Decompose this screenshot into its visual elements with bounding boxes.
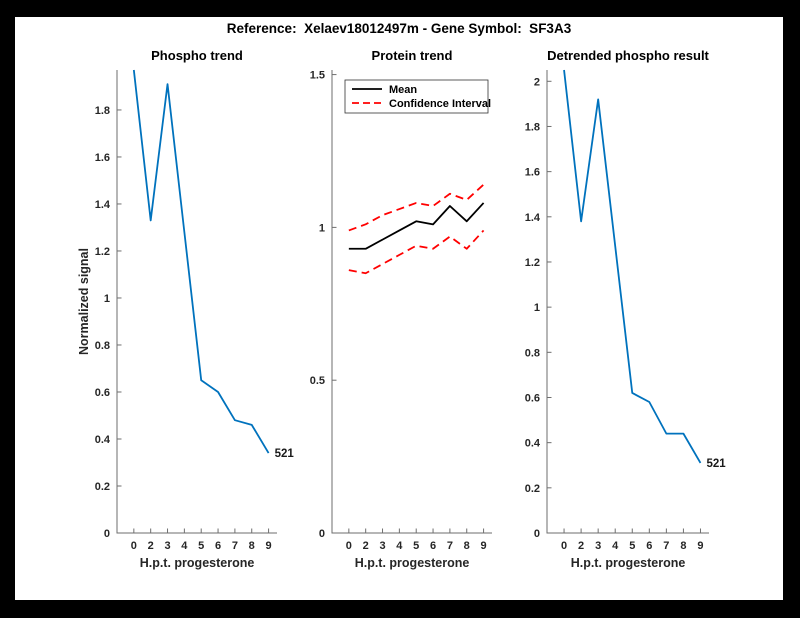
chart-title: Detrended phospho result [547, 48, 709, 63]
y-tick-label: 1 [534, 302, 540, 314]
x-tick-label: 5 [413, 540, 419, 552]
x-tick-label: 8 [680, 540, 686, 552]
y-tick-label: 1.8 [95, 105, 110, 117]
figure-suptitle: Reference: Xelaev18012497m - Gene Symbol… [226, 21, 572, 36]
y-tick-label: 0 [319, 528, 325, 540]
x-tick-label: 2 [363, 540, 369, 552]
y-tick-label: 1.8 [525, 121, 540, 133]
y-tick-label: 0.6 [525, 392, 540, 404]
chart-title: Protein trend [372, 48, 453, 63]
x-tick-label: 0 [346, 540, 352, 552]
confidence-lower-line [348, 229, 485, 275]
y-tick-label: 2 [534, 76, 540, 88]
x-axis-label: H.p.t. progesterone [355, 556, 470, 570]
confidence-upper-line [348, 183, 485, 232]
x-tick-label: 4 [181, 540, 188, 552]
phospho-signal-line [132, 69, 270, 454]
x-axis-label: H.p.t. progesterone [140, 556, 255, 570]
x-tick-label: 6 [646, 540, 652, 552]
x-tick-label: 9 [266, 540, 272, 552]
x-tick-label: 9 [697, 540, 703, 552]
x-tick-label: 3 [164, 540, 170, 552]
x-tick-label: 6 [215, 540, 221, 552]
x-tick-label: 8 [464, 540, 470, 552]
y-tick-label: 1.2 [525, 257, 540, 269]
y-tick-label: 0.6 [95, 387, 110, 399]
y-axis-label: Normalized signal [77, 248, 91, 355]
chart-title: Phospho trend [151, 48, 243, 63]
x-tick-label: 0 [131, 540, 137, 552]
mean-line [348, 202, 485, 250]
legend-label-mean: Mean [389, 84, 417, 96]
y-tick-label: 1.5 [310, 70, 325, 82]
x-tick-label: 9 [481, 540, 487, 552]
x-tick-label: 7 [232, 540, 238, 552]
x-tick-label: 3 [379, 540, 385, 552]
y-tick-label: 1.2 [95, 246, 110, 258]
x-tick-label: 5 [198, 540, 204, 552]
series-end-annotation: 521 [706, 458, 726, 470]
y-tick-label: 1 [319, 222, 325, 234]
y-tick-label: 0.4 [525, 438, 541, 450]
y-tick-label: 1.4 [525, 212, 541, 224]
chart-detrended-phospho-result: 00.20.40.60.811.21.41.61.820 2 3 4 5 6 7 8 9Detr… [525, 48, 727, 570]
y-tick-label: 0.4 [95, 434, 111, 446]
x-tick-label: 4 [396, 540, 403, 552]
legend-box [344, 79, 489, 114]
y-tick-label: 1.6 [525, 167, 540, 179]
y-tick-label: 0.2 [525, 483, 540, 495]
axes-spines [331, 70, 492, 534]
series-end-annotation: 521 [275, 448, 295, 460]
x-axis-label: H.p.t. progesterone [571, 556, 686, 570]
y-tick-label: 0 [534, 528, 540, 540]
y-tick-label: 0.5 [310, 375, 325, 387]
y-tick-label: 1.6 [95, 152, 110, 164]
charts-svg: 00.20.40.60.811.21.41.61.80 2 3 4 5 6 7 8 9Phosp… [77, 48, 727, 570]
x-tick-label: 4 [612, 540, 619, 552]
y-tick-label: 0 [104, 528, 110, 540]
y-tick-label: 1 [104, 293, 110, 305]
x-tick-label: 2 [578, 540, 584, 552]
chart-phospho-trend: 00.20.40.60.811.21.41.61.80 2 3 4 5 6 7 8 9Phosp… [77, 48, 294, 570]
legend-label-confidence-interval: Confidence Interval [389, 98, 491, 110]
y-tick-label: 1.4 [95, 199, 111, 211]
x-tick-label: 2 [148, 540, 154, 552]
matlab-figure: Reference: Xelaev18012497m - Gene Symbol… [15, 17, 783, 600]
x-tick-label: 7 [663, 540, 669, 552]
x-tick-label: 6 [430, 540, 436, 552]
x-tick-label: 0 [561, 540, 567, 552]
detrended-phospho-line [563, 69, 702, 464]
x-tick-label: 3 [595, 540, 601, 552]
y-tick-label: 0.8 [525, 347, 540, 359]
x-tick-label: 8 [249, 540, 255, 552]
x-tick-label: 7 [447, 540, 453, 552]
x-tick-label: 5 [629, 540, 635, 552]
y-tick-label: 0.8 [95, 340, 110, 352]
y-tick-label: 0.2 [95, 481, 110, 493]
